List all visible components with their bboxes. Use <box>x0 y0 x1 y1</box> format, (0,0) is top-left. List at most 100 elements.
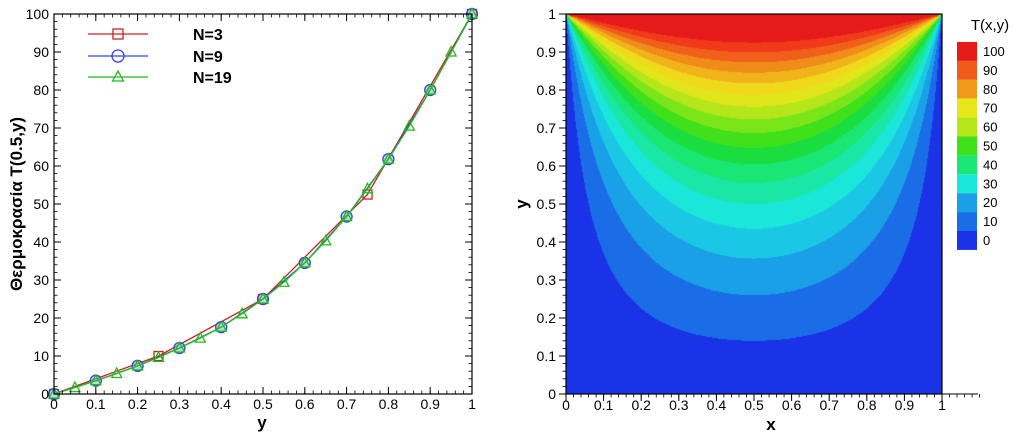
data-point-triangle <box>215 320 228 332</box>
data-point-triangle <box>131 358 144 371</box>
data-point-triangle <box>110 366 123 379</box>
line-x-tick-label: 0.3 <box>170 396 190 412</box>
colorbar-swatch <box>957 42 977 61</box>
line-y-tick-label: 60 <box>33 158 49 174</box>
contour-field <box>566 14 942 394</box>
line-x-tick-label: 0.8 <box>379 396 399 412</box>
legend-entry-n19: N=19 <box>88 69 232 87</box>
legend-label-n19: N=19 <box>193 70 232 87</box>
contour-y-axis-label: y <box>512 199 531 209</box>
colorbar-swatch <box>957 117 977 137</box>
line-y-tick-label: 90 <box>33 44 49 60</box>
colorbar-swatch <box>957 174 977 194</box>
data-point-triangle <box>173 341 186 353</box>
line-plot-area <box>47 7 479 401</box>
contour-x-axis-label: x <box>766 415 776 434</box>
legend-label-n9: N=9 <box>193 49 223 66</box>
contour-x-tick-label: 0.7 <box>819 397 839 413</box>
colorbar-label: 10 <box>983 214 997 229</box>
contour-x-tick-label: 0.3 <box>669 397 689 413</box>
line-y-tick-label: 0 <box>41 386 49 402</box>
series-n3 <box>48 8 478 400</box>
contour-x-tick-label: 0 <box>562 397 570 413</box>
colorbar-label: 80 <box>983 82 997 97</box>
data-point-triangle <box>47 387 61 399</box>
data-point-triangle <box>194 331 207 343</box>
data-point-triangle <box>89 373 102 386</box>
contour-canvas <box>566 14 942 394</box>
contour-axis-ticks: 0 0.1 0.2 0.3 0.4 0.5 0.6 0.7 0.8 0.9 1 0 0.1 0.2 0.3 0… <box>537 6 980 413</box>
line-x-tick-label: 0.7 <box>337 396 357 412</box>
contour-x-tick-label: 0.8 <box>857 397 877 413</box>
line-x-tick-label: 1 <box>468 396 476 412</box>
data-point-triangle <box>319 233 332 246</box>
data-point-triangle <box>361 181 374 194</box>
data-point-triangle <box>340 209 353 222</box>
contour-x-tick-label: 0.2 <box>631 397 651 413</box>
data-point-triangle <box>382 152 395 164</box>
line-plot-frame <box>53 13 473 395</box>
contour-x-tick-label: 0.6 <box>782 397 802 413</box>
contour-y-tick-label: 0.8 <box>537 82 557 98</box>
data-point-triangle <box>152 350 165 363</box>
contour-y-tick-label: 0.1 <box>537 348 557 364</box>
legend-entry-n3: N=3 <box>88 27 223 44</box>
data-point-triangle <box>277 275 290 287</box>
contour-y-tick-label: 0 <box>548 386 556 402</box>
line-x-tick-label: 0.4 <box>211 396 231 412</box>
series-line <box>53 13 473 395</box>
line-x-tick-label: 0.5 <box>253 396 273 412</box>
contour-chart: 0 0.1 0.2 0.3 0.4 0.5 0.6 0.7 0.8 0.9 100.10.20.30… <box>512 6 1009 434</box>
contour-y-tick-label: 0.4 <box>537 234 557 250</box>
data-point-triangle <box>298 256 311 268</box>
line-y-tick-label: 10 <box>33 348 49 364</box>
data-point-triangle <box>256 292 270 304</box>
colorbar-title: T(x,y) <box>971 17 1009 34</box>
colorbar-label: 100 <box>983 44 1005 59</box>
data-point-triangle <box>236 306 249 319</box>
line-y-tick-label: 40 <box>33 234 49 250</box>
line-x-tick-label: 0.6 <box>295 396 315 412</box>
contour-x-tick-label: 0.5 <box>744 397 764 413</box>
colorbar-label: 50 <box>983 138 997 153</box>
colorbar-label: 70 <box>983 101 997 116</box>
contour-y-tick-label: 0.7 <box>537 120 557 136</box>
line-chart: 0 0.1 0.2 0.3 0.4 0.5 0.6 0.7 0.8 0.9 101020304050… <box>7 6 479 432</box>
line-x-tick-label: 0.2 <box>128 396 148 412</box>
contour-x-tick-label: 0.4 <box>707 397 727 413</box>
line-y-tick-label: 20 <box>33 310 49 326</box>
data-point-triangle <box>68 380 81 393</box>
colorbar-swatch <box>957 79 977 99</box>
line-y-tick-label: 50 <box>33 196 49 212</box>
line-x-tick-label: 0 <box>50 396 58 412</box>
contour-y-tick-label: 0.9 <box>537 44 557 60</box>
colorbar-label: 0 <box>983 233 990 248</box>
contour-x-tick-label: 0.1 <box>594 397 614 413</box>
data-point-triangle <box>424 83 437 95</box>
line-y-tick-label: 30 <box>33 272 49 288</box>
contour-y-tick-label: 0.2 <box>537 310 557 326</box>
series-n19 <box>47 7 479 399</box>
colorbar-swatch <box>957 60 977 80</box>
line-x-tick-label: 0.9 <box>420 396 440 412</box>
colorbar-swatch <box>957 155 977 175</box>
legend-entry-n9: N=9 <box>88 49 223 66</box>
line-legend: N=3 N=9 N=19 <box>88 27 232 87</box>
colorbar-swatch <box>957 98 977 118</box>
series-line <box>53 13 473 395</box>
series-line <box>53 13 473 395</box>
colorbar-swatch <box>957 231 977 250</box>
colorbar-swatch <box>957 193 977 213</box>
series-n9 <box>47 7 479 401</box>
line-y-tick-label: 80 <box>33 82 49 98</box>
line-y-tick-label: 70 <box>33 120 49 136</box>
colorbar-swatch <box>957 136 977 156</box>
colorbar-label: 60 <box>983 120 997 135</box>
colorbar-label: 20 <box>983 195 997 210</box>
data-point-triangle <box>403 119 416 131</box>
colorbar-swatch <box>957 212 977 231</box>
contour-plot-area <box>566 14 942 394</box>
colorbar-label: 90 <box>983 63 997 78</box>
